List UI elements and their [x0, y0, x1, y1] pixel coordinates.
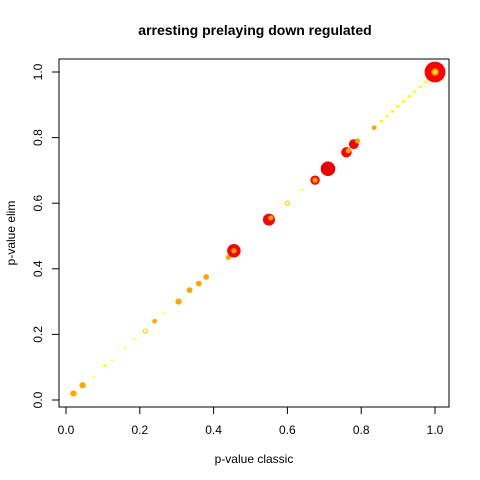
x-tick-label-2: 0.4 — [205, 423, 222, 437]
data-point-37 — [424, 80, 428, 84]
y-tick-label-2: 0.4 — [31, 260, 45, 277]
data-point-2 — [92, 376, 95, 379]
data-point-13 — [203, 274, 210, 280]
data-point-28 — [371, 125, 377, 131]
data-point-9 — [162, 312, 165, 315]
y-axis: 0.0 0.2 0.4 0.6 0.8 1.0 — [31, 63, 60, 408]
data-point-20 — [301, 189, 304, 192]
data-point-35 — [413, 90, 417, 94]
x-tick-label-4: 0.8 — [353, 423, 370, 437]
data-point-34 — [407, 95, 411, 99]
data-point-41 — [433, 70, 437, 74]
x-axis-label: p-value classic — [215, 452, 294, 466]
data-point-23 — [320, 161, 336, 177]
data-point-25 — [345, 148, 351, 154]
x-tick-label-1: 0.2 — [131, 423, 148, 437]
data-point-6 — [133, 338, 136, 341]
data-point-30 — [385, 114, 389, 118]
data-point-16 — [231, 248, 237, 254]
data-point-18 — [268, 215, 274, 221]
x-tick-label-3: 0.6 — [279, 423, 296, 437]
y-axis-label: p-value elim — [4, 201, 18, 266]
data-point-22 — [312, 177, 318, 183]
data-point-33 — [402, 99, 406, 104]
data-point-27 — [354, 138, 361, 144]
plot-frame — [58, 58, 450, 408]
data-point-31 — [391, 109, 395, 113]
data-point-7 — [142, 328, 149, 334]
y-tick-label-3: 0.6 — [31, 195, 45, 212]
y-tick-label-0: 0.0 — [31, 391, 45, 408]
data-point-3 — [103, 364, 107, 368]
data-point-19 — [284, 200, 291, 206]
data-point-1 — [79, 382, 86, 389]
data-point-29 — [379, 119, 384, 123]
data-point-36 — [418, 85, 422, 89]
data-point-12 — [195, 280, 202, 287]
data-point-4 — [111, 359, 114, 362]
chart-title: arresting prelaying down regulated — [138, 22, 371, 38]
data-point-0 — [70, 390, 77, 397]
data-point-5 — [124, 346, 127, 349]
plot-area — [70, 61, 446, 397]
x-tick-label-5: 1.0 — [427, 423, 444, 437]
data-point-11 — [186, 287, 193, 293]
y-tick-label-5: 1.0 — [31, 63, 45, 80]
data-point-10 — [175, 298, 182, 305]
y-tick-label-4: 0.8 — [31, 129, 45, 146]
y-tick-label-1: 0.2 — [31, 326, 45, 343]
data-point-8 — [152, 318, 157, 324]
data-point-32 — [396, 104, 400, 109]
x-axis: 0.0 0.2 0.4 0.6 0.8 1.0 — [58, 406, 444, 437]
x-tick-label-0: 0.0 — [58, 423, 75, 437]
